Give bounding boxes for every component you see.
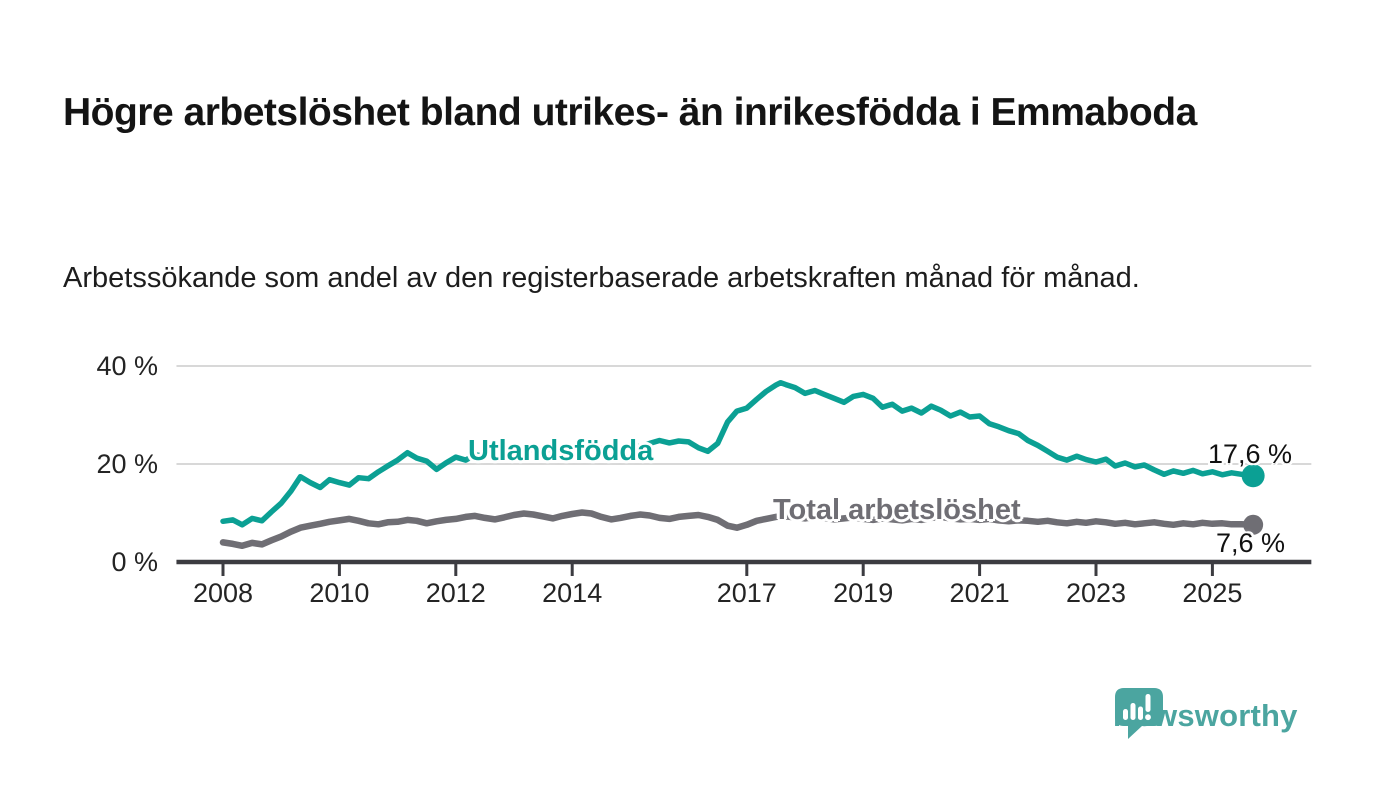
chart-subtitle: Arbetssökande som andel av den registerb… (63, 262, 1140, 294)
x-tick-label-2014: 2014 (542, 578, 603, 608)
series-end-dot-0 (1241, 464, 1265, 488)
y-tick-label-40: 40 % (96, 351, 158, 381)
newsworthy-logo-icon (1115, 688, 1163, 739)
x-tick-label-2025: 2025 (1182, 578, 1243, 608)
end-value-label-utlandsfodda: 17,6 % (1207, 439, 1292, 469)
x-tick-label-2019: 2019 (833, 578, 894, 608)
y-tick-label-0: 0 % (111, 547, 158, 577)
x-tick-label-2008: 2008 (192, 578, 254, 608)
series-label-total-arbetsloshet: Total arbetslöshet (773, 494, 1021, 526)
x-tick-label-2021: 2021 (949, 578, 1010, 608)
series-label-utlandsfodda: Utlandsfödda (468, 435, 654, 467)
series-end-dot-1 (1243, 514, 1264, 535)
x-tick-label-2012: 2012 (425, 578, 486, 608)
y-tick-label-20: 20 % (96, 449, 158, 479)
end-value-label-total-arbetsloshet: 7,6 % (1215, 528, 1285, 558)
x-tick-label-2017: 2017 (716, 578, 777, 608)
x-tick-label-2010: 2010 (309, 578, 370, 608)
series-line-1 (219, 509, 1257, 550)
series-line-0 (220, 379, 1256, 528)
x-tick-label-2023: 2023 (1065, 578, 1127, 608)
page-title: Högre arbetslöshet bland utrikes- än inr… (63, 91, 1197, 135)
newsworthy-branding: Newsworthy (1113, 686, 1298, 746)
